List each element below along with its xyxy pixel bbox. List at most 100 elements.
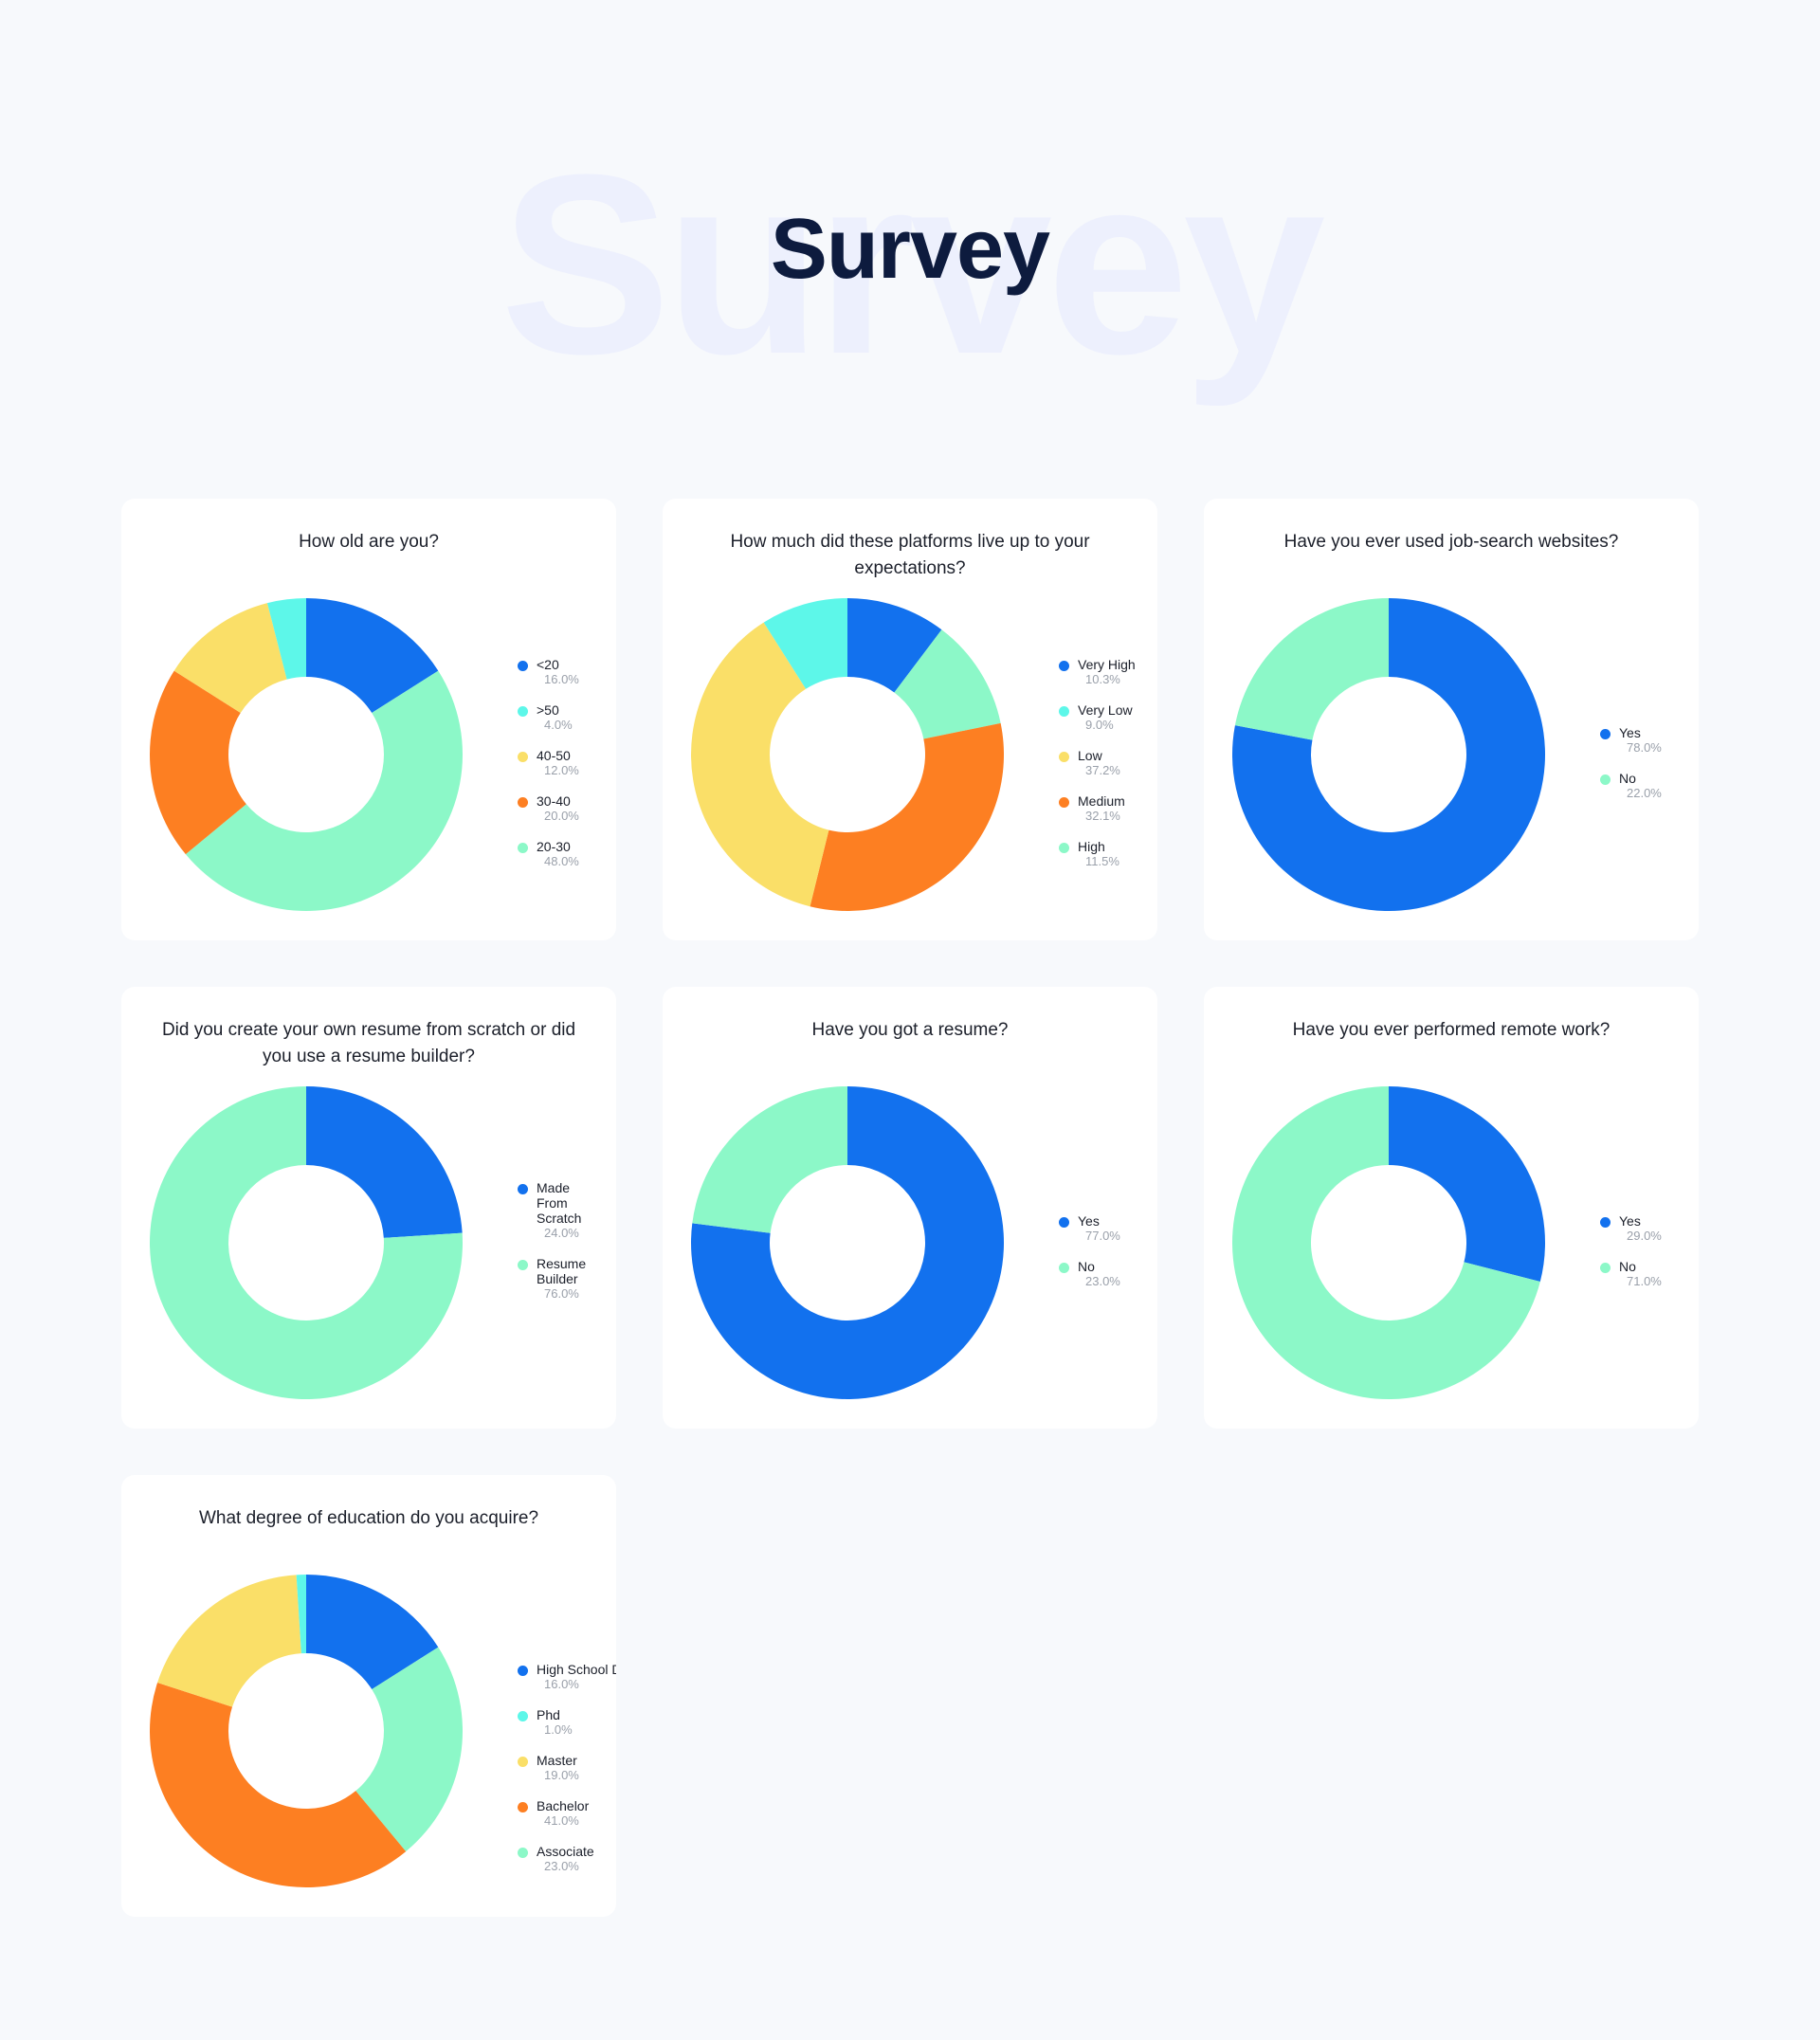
donut-slice-phd[interactable]: [296, 1575, 306, 1654]
donut-slice-high-school-diploma[interactable]: [306, 1575, 439, 1690]
legend-label: High School Diploma: [537, 1662, 616, 1677]
legend-item-20[interactable]: <20 16.0%: [518, 657, 616, 687]
legend-percentage: 9.0%: [1085, 718, 1114, 732]
donut-slice-no[interactable]: [1232, 1086, 1540, 1399]
donut-slice-bachelor[interactable]: [150, 1683, 407, 1887]
chart-title: Have you got a resume?: [811, 1020, 1009, 1040]
donut-chart-remote-work: [1232, 1086, 1545, 1399]
donut-slice-20[interactable]: [306, 598, 439, 714]
donut-chart-have-resume: [691, 1086, 1004, 1399]
legend-item-30-40[interactable]: 30-40 20.0%: [518, 793, 616, 824]
legend-percentage: 37.2%: [1085, 763, 1120, 777]
donut-slice-20-30[interactable]: [185, 670, 463, 911]
legend-item-bachelor[interactable]: Bachelor 41.0%: [518, 1798, 616, 1829]
legend-label: Bachelor: [537, 1798, 590, 1813]
donut-slice-master[interactable]: [157, 1575, 301, 1707]
legend-label: >50: [537, 702, 559, 718]
donut-slice-low[interactable]: [691, 622, 829, 907]
legend-color-dot: [1059, 661, 1069, 671]
donut-slice-resume-builder[interactable]: [150, 1086, 463, 1399]
legend-item-phd[interactable]: Phd 1.0%: [518, 1707, 616, 1738]
legend-item-resume-builder[interactable]: Resume Builder 76.0%: [518, 1256, 616, 1302]
legend-percentage: 19.0%: [544, 1768, 579, 1782]
legend-percentage: 12.0%: [544, 763, 579, 777]
donut-slice-yes[interactable]: [1232, 598, 1545, 911]
legend-percentage: 29.0%: [1627, 1229, 1662, 1243]
legend-item-very-low[interactable]: Very Low 9.0%: [1059, 702, 1157, 733]
donut-slice-30-40[interactable]: [150, 670, 246, 855]
legend-color-dot: [1600, 774, 1611, 785]
legend-label: Resume Builder: [537, 1256, 587, 1286]
legend-percentage: 23.0%: [1085, 1274, 1120, 1288]
legend-percentage: 1.0%: [544, 1722, 573, 1737]
legend-percentage: 76.0%: [544, 1286, 579, 1301]
chart-title: Have you ever used job-search websites?: [1283, 532, 1619, 552]
legend-item-no[interactable]: No 71.0%: [1600, 1259, 1699, 1289]
legend-item-no[interactable]: No 22.0%: [1600, 771, 1699, 801]
chart-card-resume-creation: Did you create your own resume from scra…: [121, 987, 616, 1429]
legend-color-dot: [1059, 752, 1069, 762]
legend-percentage: 11.5%: [1085, 854, 1119, 868]
donut-slice-associate[interactable]: [355, 1647, 463, 1852]
legend-color-dot: [518, 1711, 528, 1721]
legend-label: Yes: [1078, 1213, 1100, 1229]
donut-slice-40-50[interactable]: [173, 603, 287, 714]
legend-item-medium[interactable]: Medium 32.1%: [1059, 793, 1157, 824]
legend-percentage: 32.1%: [1085, 809, 1120, 823]
donut-chart-job-search: [1232, 598, 1545, 911]
donut-slice-yes[interactable]: [1389, 1086, 1545, 1283]
legend-label: 20-30: [537, 839, 571, 854]
donut-slice-made-from-scratch[interactable]: [306, 1086, 463, 1238]
donut-chart-age: [150, 598, 463, 911]
legend-item-associate[interactable]: Associate 23.0%: [518, 1844, 616, 1874]
legend-item-very-high[interactable]: Very High 10.3%: [1059, 657, 1157, 687]
donut-slice-yes[interactable]: [691, 1086, 1004, 1399]
legend-item-20-30[interactable]: 20-30 48.0%: [518, 839, 616, 869]
legend-percentage: 48.0%: [544, 854, 579, 868]
legend-color-dot: [518, 706, 528, 717]
donut-slice-medium[interactable]: [810, 722, 1004, 911]
legend-percentage: 16.0%: [544, 672, 579, 686]
legend-item-made-from-scratch[interactable]: Made From Scratch 24.0%: [518, 1180, 616, 1241]
legend-label: Very Low: [1078, 702, 1133, 718]
legend-label: No: [1619, 771, 1636, 786]
legend-percentage: 24.0%: [544, 1226, 579, 1240]
donut-slice-very-low[interactable]: [763, 598, 847, 689]
chart-card-remote-work: Have you ever performed remote work? Yes…: [1204, 987, 1699, 1429]
legend-color-dot: [518, 797, 528, 808]
legend-color-dot: [518, 1848, 528, 1858]
chart-title: How much did these platforms live up to …: [730, 532, 1090, 578]
legend-item-yes[interactable]: Yes 78.0%: [1600, 725, 1699, 756]
donut-chart-education: [150, 1575, 463, 1887]
legend-label: 30-40: [537, 793, 571, 809]
donut-slice-high[interactable]: [894, 629, 1001, 739]
legend-item-low[interactable]: Low 37.2%: [1059, 748, 1157, 778]
legend-item-master[interactable]: Master 19.0%: [518, 1753, 616, 1783]
legend-item-50[interactable]: >50 4.0%: [518, 702, 616, 733]
legend-item-yes[interactable]: Yes 77.0%: [1059, 1213, 1157, 1244]
page-title: Survey: [770, 202, 1050, 297]
legend-percentage: 41.0%: [544, 1813, 579, 1828]
legend-color-dot: [518, 661, 528, 671]
chart-card-expectations: How much did these platforms live up to …: [663, 499, 1157, 940]
donut-slice-no[interactable]: [692, 1086, 847, 1233]
legend-item-no[interactable]: No 23.0%: [1059, 1259, 1157, 1289]
donut-slice-50[interactable]: [266, 598, 306, 680]
legend-label: High: [1078, 839, 1105, 854]
chart-title: What degree of education do you acquire?: [198, 1508, 539, 1528]
legend-color-dot: [1059, 1263, 1069, 1273]
donut-chart-expectations: [691, 598, 1004, 911]
legend-label: Low: [1078, 748, 1102, 763]
donut-chart-resume-creation: [150, 1086, 463, 1399]
donut-slice-very-high[interactable]: [847, 598, 942, 693]
legend-item-high[interactable]: High 11.5%: [1059, 839, 1157, 869]
donut-slice-no[interactable]: [1234, 598, 1389, 740]
legend-item-high-school-diploma[interactable]: High School Diploma16.0%: [518, 1662, 616, 1692]
legend-color-dot: [1059, 706, 1069, 717]
legend-label: <20: [537, 657, 559, 672]
legend-item-yes[interactable]: Yes 29.0%: [1600, 1213, 1699, 1244]
legend-color-dot: [518, 1757, 528, 1767]
page-header: Survey Survey: [0, 0, 1820, 446]
legend-item-40-50[interactable]: 40-50 12.0%: [518, 748, 616, 778]
legend-label: Yes: [1619, 1213, 1641, 1229]
